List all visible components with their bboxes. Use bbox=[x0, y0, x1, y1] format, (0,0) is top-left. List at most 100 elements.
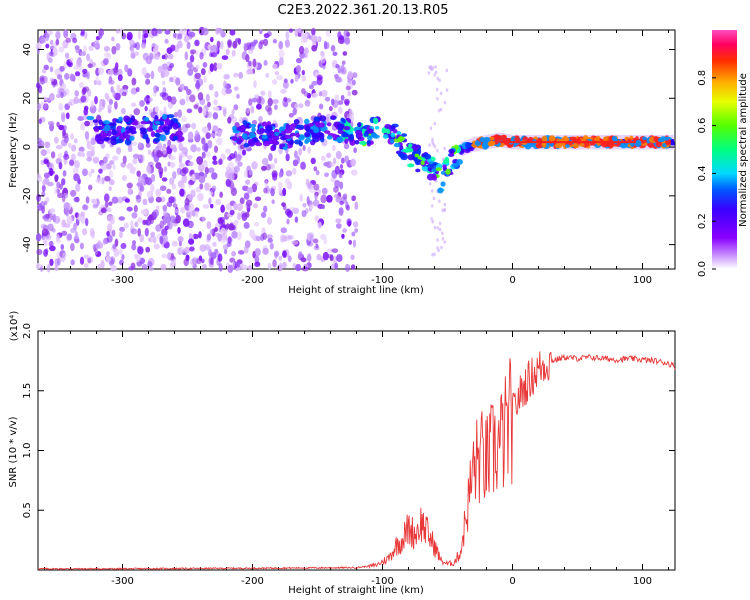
noise-speckle bbox=[230, 187, 238, 196]
noise-speckle bbox=[77, 116, 85, 122]
noise-speckle bbox=[131, 240, 137, 245]
noise-speckle bbox=[63, 153, 70, 160]
noise-speckle bbox=[109, 160, 115, 165]
noise-speckle bbox=[332, 255, 338, 265]
noise-speckle bbox=[111, 229, 116, 237]
noise-speckle bbox=[350, 254, 355, 261]
noise-speckle bbox=[43, 103, 48, 110]
noise-speckle bbox=[248, 169, 253, 176]
noise-speckle bbox=[285, 31, 290, 40]
noise-speckle bbox=[337, 106, 343, 114]
spectrogram-ridge-blob bbox=[384, 123, 392, 129]
noise-speckle bbox=[352, 239, 357, 248]
spectrogram-ridge-blob bbox=[242, 120, 248, 125]
noise-speckle bbox=[38, 118, 42, 125]
noise-speckle bbox=[245, 54, 250, 63]
noise-speckle bbox=[220, 153, 226, 161]
noise-speckle bbox=[318, 103, 324, 110]
noise-speckle bbox=[443, 240, 447, 244]
noise-speckle bbox=[161, 234, 169, 244]
noise-speckle bbox=[42, 215, 49, 220]
spectrogram-ridge-blob bbox=[298, 135, 305, 141]
noise-speckle bbox=[311, 45, 318, 52]
noise-speckle bbox=[127, 187, 133, 195]
noise-speckle bbox=[73, 138, 78, 144]
spectrogram-ridge-blob bbox=[324, 130, 331, 134]
noise-speckle bbox=[113, 248, 120, 257]
noise-speckle bbox=[112, 164, 116, 170]
noise-speckle bbox=[251, 119, 258, 126]
noise-speckle bbox=[187, 194, 194, 201]
noise-speckle bbox=[150, 183, 155, 193]
noise-speckle bbox=[439, 107, 443, 112]
noise-speckle bbox=[341, 157, 345, 164]
noise-speckle bbox=[282, 250, 287, 258]
noise-speckle bbox=[292, 107, 297, 116]
noise-speckle bbox=[213, 45, 219, 53]
noise-speckle bbox=[192, 233, 199, 240]
noise-speckle bbox=[180, 183, 186, 189]
snr-x-tick-label: 0 bbox=[509, 576, 515, 587]
noise-speckle bbox=[73, 96, 79, 105]
noise-speckle bbox=[321, 155, 326, 162]
snr-y-axis-label: SNR (10 * v/v) bbox=[8, 416, 19, 487]
noise-speckle bbox=[266, 234, 273, 240]
spectrogram-ridge-blob bbox=[308, 123, 314, 127]
noise-speckle bbox=[137, 30, 141, 40]
noise-speckle bbox=[202, 62, 208, 68]
noise-speckle bbox=[427, 71, 431, 75]
noise-speckle bbox=[248, 265, 253, 271]
noise-speckle bbox=[307, 146, 311, 154]
noise-speckle bbox=[260, 211, 267, 219]
noise-speckle bbox=[88, 45, 94, 52]
spectrogram-ridge-blob bbox=[390, 125, 396, 130]
noise-speckle bbox=[108, 75, 113, 84]
noise-speckle bbox=[71, 144, 77, 152]
noise-speckle bbox=[301, 266, 309, 272]
noise-speckle bbox=[179, 152, 185, 159]
noise-speckle bbox=[325, 113, 332, 123]
noise-speckle bbox=[175, 214, 181, 224]
noise-speckle bbox=[184, 51, 189, 61]
spectrogram-ridge-blob bbox=[445, 168, 451, 175]
noise-speckle bbox=[282, 204, 287, 211]
noise-speckle bbox=[239, 197, 245, 205]
noise-speckle bbox=[169, 215, 176, 224]
spectrogram-ridge-blob bbox=[98, 119, 103, 125]
noise-speckle bbox=[98, 168, 103, 174]
noise-speckle bbox=[334, 165, 340, 175]
noise-speckle bbox=[170, 96, 177, 105]
noise-speckle bbox=[161, 228, 168, 237]
noise-speckle bbox=[324, 96, 331, 102]
noise-speckle bbox=[248, 60, 252, 67]
noise-speckle bbox=[160, 263, 167, 271]
noise-speckle bbox=[223, 73, 230, 80]
snr-multiplier-label: (x10⁴) bbox=[9, 311, 20, 342]
spectrogram-ridge-blob bbox=[414, 153, 419, 158]
noise-speckle bbox=[209, 36, 214, 43]
noise-speckle bbox=[283, 96, 288, 103]
noise-speckle bbox=[161, 63, 168, 71]
noise-speckle bbox=[300, 257, 307, 263]
noise-speckle bbox=[68, 101, 73, 107]
noise-speckle bbox=[344, 37, 351, 45]
noise-speckle bbox=[233, 104, 239, 111]
noise-speckle bbox=[119, 88, 124, 94]
noise-speckle bbox=[351, 72, 358, 79]
noise-speckle bbox=[205, 132, 211, 140]
noise-speckle bbox=[332, 157, 337, 164]
noise-speckle bbox=[154, 105, 159, 113]
noise-speckle bbox=[306, 253, 312, 262]
noise-speckle bbox=[334, 262, 339, 270]
noise-speckle bbox=[320, 194, 327, 204]
noise-speckle bbox=[269, 242, 274, 250]
noise-speckle bbox=[124, 198, 131, 203]
colorbar-gradient bbox=[712, 30, 737, 269]
spectrogram-x-tick-label: 100 bbox=[633, 275, 652, 286]
noise-speckle bbox=[137, 246, 144, 255]
noise-speckle bbox=[216, 27, 223, 34]
noise-speckle bbox=[233, 86, 239, 91]
noise-speckle bbox=[335, 223, 342, 229]
spectrogram-ridge-blob bbox=[274, 131, 280, 136]
noise-speckle bbox=[428, 143, 431, 147]
